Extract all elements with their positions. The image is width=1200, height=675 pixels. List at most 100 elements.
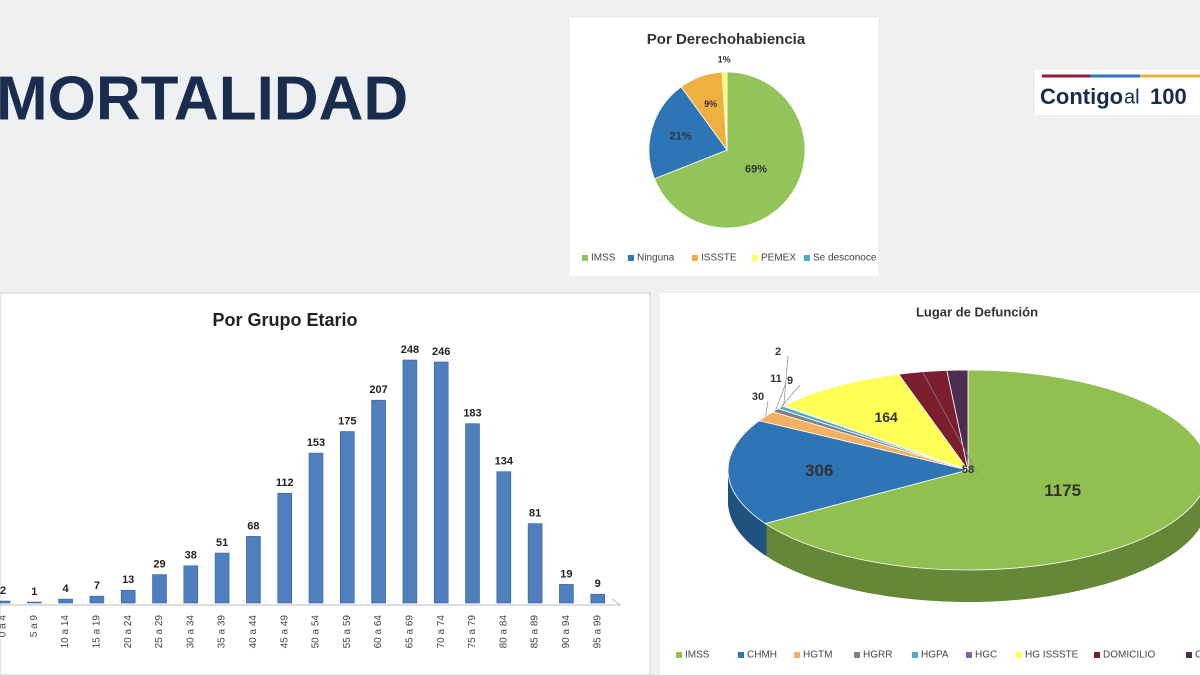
- x-tick-label: 75 a 79: [467, 615, 478, 649]
- legend-swatch: [738, 652, 744, 658]
- data-label: 207: [369, 384, 387, 396]
- legend-swatch: [676, 652, 682, 658]
- x-tick-label: 70 a 74: [436, 615, 447, 649]
- legend-label: CHMH: [747, 650, 777, 661]
- bar: [246, 536, 261, 604]
- data-label: 9: [595, 578, 601, 590]
- bar: [339, 431, 355, 604]
- x-tick-label: 55 a 59: [342, 615, 353, 649]
- data-label: 11: [770, 373, 782, 385]
- x-tick-label: 20 a 24: [123, 615, 134, 649]
- x-tick-label: 10 a 14: [60, 615, 71, 649]
- legend-swatch: [854, 652, 860, 658]
- x-tick-label: 5 a 9: [29, 615, 40, 638]
- data-label: 4: [63, 583, 70, 595]
- data-label: 248: [401, 344, 419, 356]
- x-tick-label: 95 a 99: [592, 615, 603, 649]
- chart-title: Por Derechohabiencia: [647, 31, 806, 48]
- data-label: 153: [307, 437, 325, 449]
- data-label: 134: [495, 456, 514, 468]
- bar: [559, 584, 574, 604]
- legend-label: HG ISSSTE: [1025, 650, 1079, 661]
- legend-label: Ninguna: [637, 253, 675, 264]
- x-tick-label: 90 a 94: [561, 615, 572, 649]
- data-label: 69%: [745, 164, 767, 176]
- x-tick-label: 80 a 84: [498, 615, 509, 649]
- legend-swatch: [1094, 652, 1100, 658]
- bar: [183, 565, 199, 604]
- leader-line: [765, 400, 769, 417]
- data-label: 29: [153, 558, 165, 570]
- legend-swatch: [1016, 652, 1022, 658]
- data-label: 1175: [1044, 481, 1081, 500]
- legend-swatch: [912, 652, 918, 658]
- logo-text: Contigo: [1040, 84, 1123, 109]
- leader-line: [922, 371, 979, 475]
- data-label: 9: [787, 375, 793, 387]
- bar: [277, 492, 293, 604]
- leader-line: [783, 355, 789, 406]
- x-tick-label: 0 a 4: [0, 615, 9, 638]
- bar: [89, 595, 105, 604]
- data-label: 1: [31, 586, 37, 598]
- x-tick-label: 60 a 64: [373, 615, 384, 649]
- bar: [308, 452, 324, 604]
- data-label: 2: [775, 346, 781, 358]
- data-label: 81: [529, 508, 541, 520]
- bar: [0, 600, 11, 604]
- baseline: [0, 598, 622, 606]
- pie-slice: [783, 373, 970, 471]
- chart-title: Por Grupo Etario: [212, 310, 357, 330]
- legend-label: HGTM: [803, 650, 832, 661]
- legend-label: CLIN: [1195, 650, 1200, 661]
- x-tick-label: 30 a 34: [185, 615, 196, 649]
- bar: [465, 423, 480, 604]
- logo-text: 100: [1150, 84, 1187, 109]
- bar: [120, 589, 136, 604]
- legend-label: HGC: [975, 650, 997, 661]
- data-label: 112: [276, 477, 294, 489]
- legend-swatch: [794, 652, 800, 658]
- data-label: 183: [463, 408, 481, 420]
- data-label: 306: [805, 461, 833, 480]
- legend-swatch: [628, 255, 634, 261]
- legend-label: HGPA: [921, 650, 949, 661]
- data-label: 175: [338, 415, 356, 427]
- legend-swatch: [582, 255, 588, 261]
- bar: [214, 552, 230, 604]
- x-tick-label: 50 a 54: [311, 615, 322, 649]
- data-label: 58: [962, 464, 974, 476]
- bar: [58, 598, 73, 604]
- data-label: 19: [560, 568, 572, 580]
- data-label: 13: [122, 574, 134, 586]
- slide-title: MORTALIDAD: [0, 64, 408, 133]
- legend-swatch: [1186, 652, 1192, 658]
- data-label: 38: [185, 550, 197, 562]
- data-label: 68: [247, 520, 259, 532]
- pie-slice: [721, 71, 728, 151]
- legend-swatch: [804, 255, 810, 261]
- legend-label: DOMICILIO: [1103, 650, 1155, 661]
- pie-slice: [946, 369, 969, 471]
- bar: [590, 593, 606, 604]
- legend-label: Se desconoce: [813, 253, 877, 264]
- x-tick-label: 85 a 89: [530, 615, 541, 649]
- bar: [152, 574, 167, 604]
- pie-slice: [653, 71, 806, 229]
- data-label: 1%: [718, 55, 731, 65]
- data-label: 2: [0, 585, 6, 597]
- panel: [0, 292, 651, 675]
- x-tick-label: 40 a 44: [248, 615, 259, 649]
- chart-title: Lugar de Defunción: [916, 304, 1038, 319]
- data-label: 21%: [670, 130, 692, 142]
- data-label: 7: [94, 580, 100, 592]
- legend-label: PEMEX: [761, 253, 796, 264]
- data-label: 164: [874, 409, 898, 425]
- bar: [26, 601, 42, 604]
- legend-label: HGRR: [863, 650, 892, 661]
- pie-slice: [648, 86, 728, 180]
- bar: [527, 523, 543, 604]
- logo-text: al: [1124, 86, 1140, 108]
